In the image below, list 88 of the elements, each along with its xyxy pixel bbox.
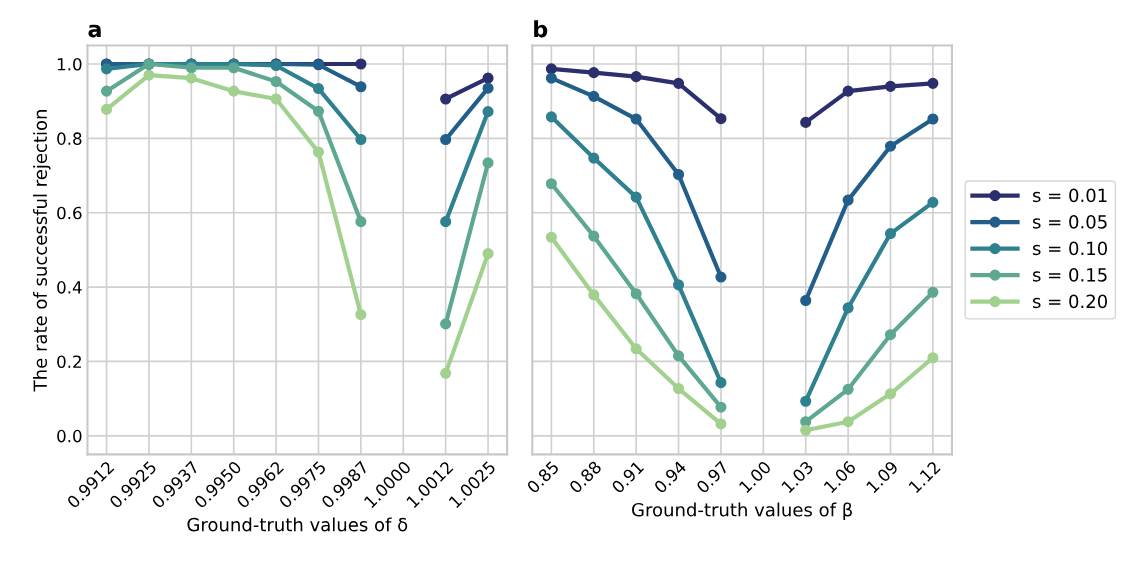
chart-title: a xyxy=(88,24,101,38)
y-tick-label: 0.6 xyxy=(57,206,82,220)
point xyxy=(545,111,557,123)
point xyxy=(440,133,452,146)
point xyxy=(355,58,367,70)
point xyxy=(440,93,452,105)
point xyxy=(715,377,727,389)
point xyxy=(440,318,452,330)
point xyxy=(842,416,854,428)
chart-title: b xyxy=(534,20,548,38)
y-tick-label: 0.8 xyxy=(57,132,82,145)
point xyxy=(270,75,282,88)
point xyxy=(630,191,642,203)
y-tick-label: 0.4 xyxy=(57,281,82,294)
point xyxy=(927,196,939,208)
point xyxy=(800,294,812,307)
y-tick-label: 0.0 xyxy=(57,429,82,443)
point xyxy=(185,62,197,74)
point xyxy=(927,113,939,125)
point xyxy=(927,77,939,89)
legend-label: s = 0.20 xyxy=(1032,294,1108,309)
point xyxy=(545,231,557,243)
point xyxy=(884,80,897,92)
point xyxy=(672,279,685,291)
point xyxy=(588,152,600,164)
point xyxy=(228,85,240,97)
point xyxy=(927,352,939,364)
point xyxy=(482,157,494,169)
legend-label: s = 0.10 xyxy=(1032,241,1108,256)
point xyxy=(185,72,197,84)
point xyxy=(100,85,113,97)
point xyxy=(842,194,854,206)
legend-label: s = 0.15 xyxy=(1032,268,1107,282)
point xyxy=(588,230,600,242)
point xyxy=(715,271,727,283)
point xyxy=(588,90,600,102)
point xyxy=(482,82,494,94)
y-tick-label: 0.2 xyxy=(57,355,81,369)
point xyxy=(884,329,897,341)
point xyxy=(355,309,367,321)
point xyxy=(630,71,642,83)
point xyxy=(545,72,557,84)
point xyxy=(588,67,600,79)
point xyxy=(482,248,494,260)
point xyxy=(355,216,367,228)
point xyxy=(842,85,854,97)
point xyxy=(672,383,685,395)
point xyxy=(800,395,812,407)
point xyxy=(672,77,685,89)
point xyxy=(270,93,282,105)
point xyxy=(672,168,685,181)
point xyxy=(482,106,494,118)
legend-label: s = 0.01 xyxy=(1032,188,1107,203)
point xyxy=(630,288,642,300)
point xyxy=(630,343,642,355)
point xyxy=(440,216,452,228)
x-axis-title: Ground-truth values of β xyxy=(632,502,852,521)
point xyxy=(715,418,727,430)
point xyxy=(715,401,727,413)
point xyxy=(545,178,557,190)
point xyxy=(143,69,155,81)
point xyxy=(884,388,897,400)
point xyxy=(842,302,854,314)
point xyxy=(588,289,600,301)
point xyxy=(355,133,367,146)
point xyxy=(884,228,897,240)
point xyxy=(440,367,452,379)
legend-label: s = 0.05 xyxy=(1032,215,1107,229)
point xyxy=(927,286,939,298)
x-axis-title: Ground-truth values of δ xyxy=(187,517,408,532)
point xyxy=(482,72,494,84)
point xyxy=(884,140,897,152)
point xyxy=(800,424,812,436)
point xyxy=(715,113,727,125)
point xyxy=(672,350,685,362)
point xyxy=(800,116,812,128)
point xyxy=(228,62,240,74)
point xyxy=(100,103,113,115)
point xyxy=(545,63,557,75)
y-axis-title: The rate of successful rejection xyxy=(33,110,51,392)
point xyxy=(312,105,325,117)
y-tick-label: 1.0 xyxy=(57,57,82,71)
point xyxy=(842,383,854,395)
point xyxy=(312,83,325,95)
point xyxy=(355,81,367,93)
point xyxy=(312,146,325,158)
point xyxy=(630,113,642,125)
point xyxy=(100,63,113,75)
